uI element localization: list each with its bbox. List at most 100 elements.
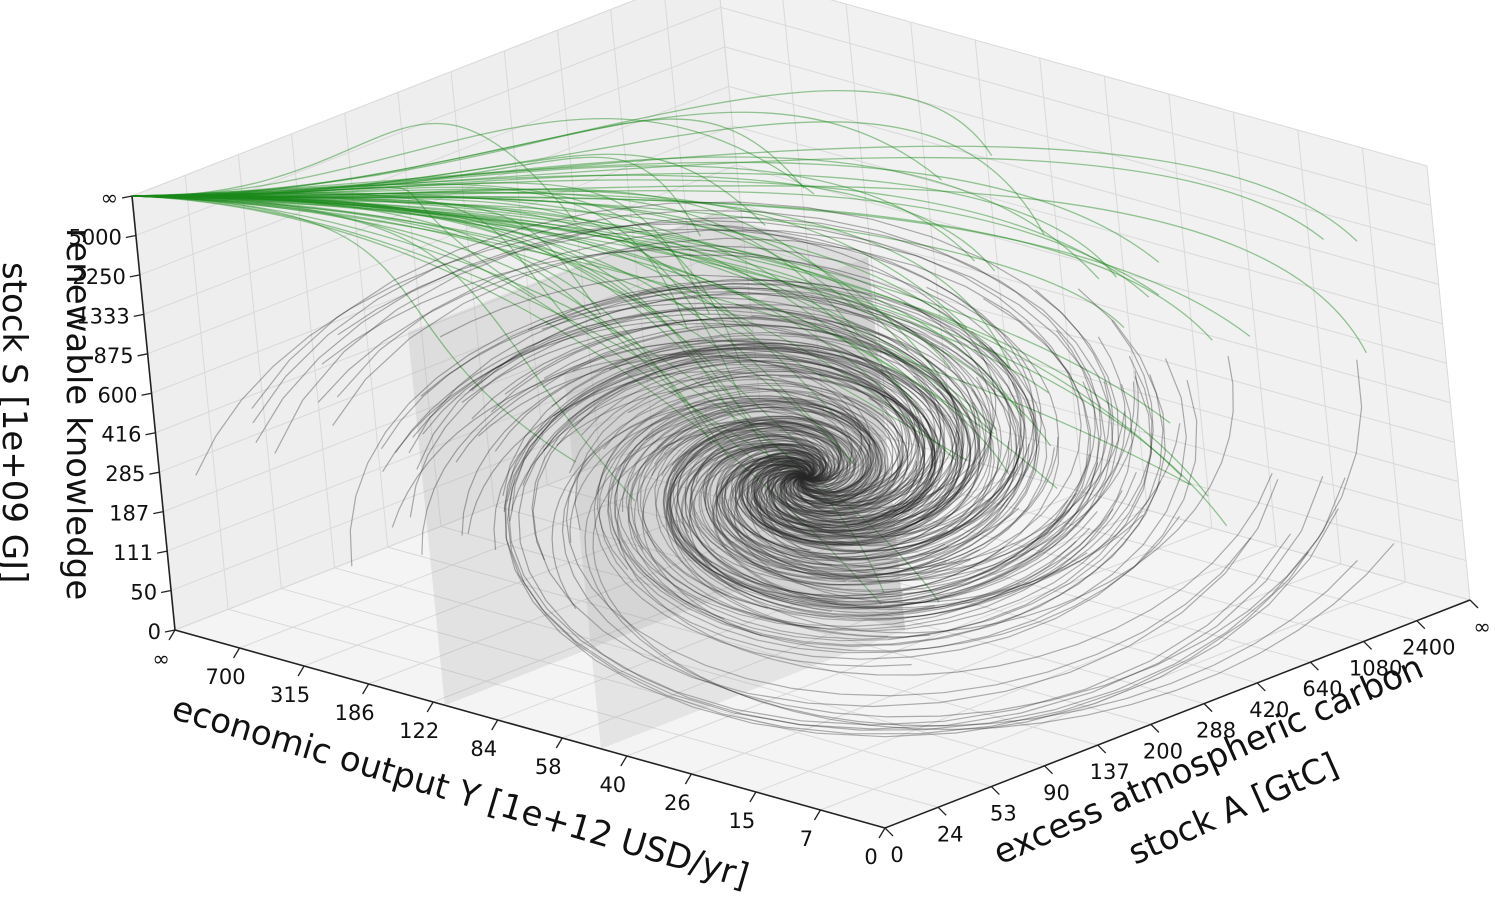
black-trajectory — [630, 406, 1123, 630]
z-tick-label: 2250 — [72, 265, 125, 289]
black-trajectory — [778, 348, 1012, 537]
green-trajectory — [131, 192, 570, 321]
black-trajectory — [677, 422, 947, 586]
black-trajectory — [507, 349, 1291, 726]
black-trajectory — [709, 443, 946, 569]
black-trajectory — [511, 345, 946, 529]
black-trajectory — [706, 401, 995, 566]
black-trajectory — [669, 435, 1020, 617]
x-tick-label: 186 — [335, 701, 375, 725]
floor-pane — [175, 402, 1470, 828]
black-trajectory — [543, 356, 926, 517]
black-trajectory — [665, 434, 1137, 621]
black-trajectory — [655, 384, 1133, 622]
grid-line — [719, 0, 761, 403]
grid-line — [155, 204, 741, 434]
black-trajectory — [321, 248, 994, 519]
black-trajectory — [651, 406, 883, 507]
black-trajectory — [409, 306, 979, 535]
black-trajectories — [195, 201, 1395, 738]
black-trajectory — [758, 464, 810, 493]
black-trajectory — [741, 368, 959, 543]
y-tick-label: 288 — [1196, 719, 1236, 743]
black-trajectory — [603, 374, 926, 528]
green-trajectory — [131, 195, 602, 316]
black-trajectory — [665, 417, 865, 564]
green-trajectory — [131, 195, 742, 398]
black-trajectory — [689, 446, 838, 604]
black-trajectory — [478, 355, 871, 482]
black-trajectory — [504, 347, 1324, 730]
green-trajectory — [131, 118, 805, 197]
black-trajectory — [684, 426, 1009, 580]
grid-line — [151, 164, 737, 394]
grid-line — [1039, 57, 1084, 493]
green-trajectory — [131, 186, 689, 330]
black-trajectory — [778, 429, 848, 489]
black-trajectory — [461, 344, 917, 536]
x-tick-label: 58 — [535, 755, 562, 779]
grid-line — [167, 322, 753, 552]
black-trajectory — [575, 343, 963, 544]
green-trajectory — [131, 122, 577, 223]
y-tick-label: 90 — [1043, 781, 1070, 805]
green-trajectory — [131, 182, 711, 315]
black-trajectory — [717, 435, 832, 481]
grid-line — [1232, 111, 1277, 547]
shaded-box-front — [564, 257, 906, 749]
axis-lines — [131, 195, 1471, 829]
black-trajectory — [760, 462, 856, 522]
black-trajectory — [503, 344, 945, 526]
black-trajectory — [195, 223, 1035, 538]
grid-line — [303, 437, 890, 667]
green-trajectory — [131, 195, 940, 377]
green-trajectory — [131, 195, 913, 400]
black-trajectory — [669, 422, 1060, 597]
black-trajectory — [731, 443, 841, 538]
black-trajectory — [789, 469, 815, 482]
black-trajectory — [740, 456, 844, 543]
grid-line — [547, 484, 1258, 684]
black-trajectory — [792, 412, 904, 506]
z-tick-mark — [145, 432, 156, 436]
black-trajectory — [705, 417, 873, 505]
black-trajectory — [664, 419, 842, 482]
black-trajectory — [461, 322, 921, 497]
black-trajectory — [689, 447, 1098, 607]
grid-line — [845, 3, 890, 439]
black-trajectory — [391, 353, 863, 528]
black-trajectory — [746, 330, 1035, 560]
black-trajectory — [274, 216, 1114, 609]
black-trajectory — [332, 237, 1090, 599]
black-trajectory — [593, 395, 912, 668]
black-trajectory — [770, 410, 887, 512]
black-trajectory — [696, 368, 933, 532]
green-trajectory — [131, 195, 885, 594]
green-trajectory — [131, 195, 1209, 497]
black-trajectory — [412, 313, 936, 504]
black-trajectory — [716, 455, 980, 579]
green-trajectory — [131, 195, 730, 458]
black-trajectory — [561, 359, 1363, 718]
grid-line — [503, 50, 548, 485]
black-trajectory — [774, 390, 877, 493]
black-trajectory — [662, 425, 1099, 610]
grid-line — [131, 0, 637, 197]
y-tick-mark — [1256, 682, 1266, 692]
black-trajectory — [395, 309, 942, 506]
black-trajectory — [676, 421, 862, 528]
black-trajectory — [704, 443, 827, 563]
black-trajectory — [688, 355, 1234, 634]
z-tick-mark — [141, 392, 152, 396]
black-trajectory — [766, 460, 851, 509]
black-trajectory — [509, 376, 871, 522]
y-tick-label: 1080 — [1349, 656, 1402, 680]
x-tick-labels: 0 7 15 26 40 58 84 122 186 315 700 ∞ — [152, 629, 886, 869]
box-front-face — [564, 257, 906, 749]
black-trajectory — [666, 381, 1100, 609]
grid-line — [974, 39, 1019, 475]
black-trajectory — [756, 459, 859, 523]
green-trajectory — [131, 195, 1228, 527]
black-trajectory — [754, 375, 925, 529]
